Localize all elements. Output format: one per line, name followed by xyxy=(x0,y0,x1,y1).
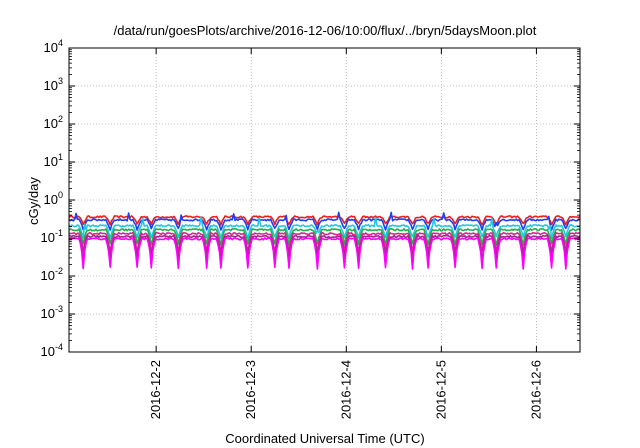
series-line xyxy=(68,237,581,270)
series-line xyxy=(68,216,581,240)
series-line xyxy=(68,228,581,247)
x-axis-title: Coordinated Universal Time (UTC) xyxy=(225,431,424,446)
y-tick-label: 10-2 xyxy=(41,266,63,283)
x-tick-label: 2016-12-4 xyxy=(338,360,353,419)
series-line xyxy=(68,215,581,226)
y-tick-label: 104 xyxy=(44,38,63,55)
x-tick-label: 2016-12-5 xyxy=(433,360,448,419)
y-tick-label: 10-3 xyxy=(41,304,63,321)
x-tick-label: 2016-12-2 xyxy=(148,360,163,419)
series-line xyxy=(68,231,581,254)
y-tick-label: 102 xyxy=(44,114,63,131)
x-tick-label: 2016-12-6 xyxy=(528,360,543,419)
chart-title: /data/run/goesPlots/archive/2016-12-06/1… xyxy=(114,23,537,38)
y-axis-title: cGy/day xyxy=(26,177,41,225)
series-line xyxy=(68,211,580,231)
plot-area: 10-4 10-3 10-2 10-1 100 101 102 103 104 2016-12-2… xyxy=(41,38,581,419)
y-tick-label: 10-1 xyxy=(41,228,63,245)
y-tick-label: 101 xyxy=(44,152,63,169)
y-tick-label: 103 xyxy=(44,76,63,93)
y-tick-label: 100 xyxy=(44,190,63,207)
y-tick-label: 10-4 xyxy=(41,342,63,359)
x-tick-label: 2016-12-3 xyxy=(243,360,258,419)
